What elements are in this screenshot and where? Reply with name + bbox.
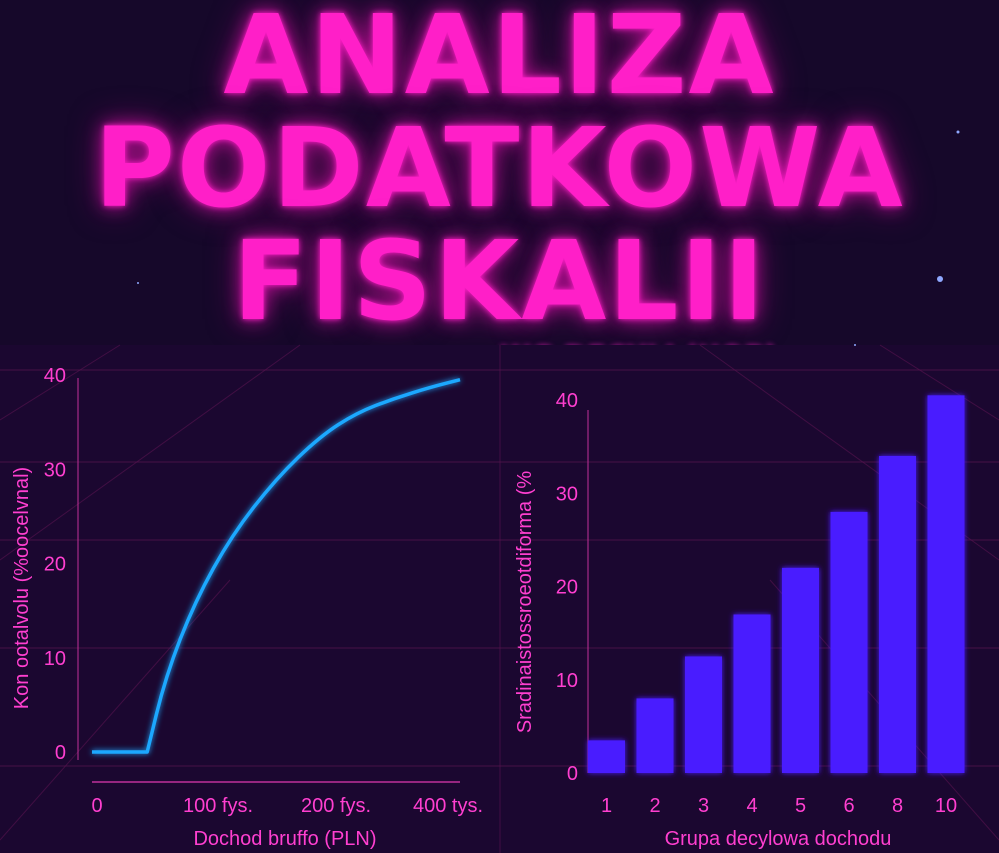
- star-dot: [937, 276, 943, 282]
- bar-chart-bar: [782, 567, 819, 773]
- poster-title-line-3: FISKALII: [232, 217, 767, 345]
- bar-chart-bar: [879, 455, 916, 773]
- bar-chart-bar: [733, 614, 771, 773]
- bar-chart-y-tick-label: 0: [567, 763, 578, 785]
- line-chart-y-tick-label: 20: [44, 554, 66, 576]
- bar-chart-bar: [927, 395, 965, 773]
- bar-chart-bar: [588, 740, 625, 773]
- bar-chart-y-tick-label: 40: [556, 390, 578, 412]
- line-chart-x-tick-label: 100 fys.: [183, 795, 253, 817]
- line-chart-x-tick-label: 0: [91, 795, 102, 817]
- bar-chart-y-tick-label: 10: [556, 670, 578, 692]
- line-chart-y-tick-label: 0: [55, 742, 66, 764]
- line-chart-series-line: [92, 378, 461, 754]
- bar-chart-y-tick-label: 20: [556, 577, 578, 599]
- bar-chart-y-tick-label: 30: [556, 483, 578, 505]
- bar-chart-x-axis-label: Grupa decylowa dochodu: [665, 828, 892, 850]
- grid-perspective-line: [879, 344, 999, 421]
- star-dot: [137, 282, 139, 284]
- line-chart-x-axis-label: Dochod bruffo (PLN): [193, 828, 376, 850]
- bar-chart-bar: [830, 511, 868, 773]
- bar-chart-bar: [636, 698, 674, 773]
- bar-chart-x-tick-label: 6: [843, 795, 854, 817]
- bar-chart-x-tick-label: 5: [795, 795, 806, 817]
- bar-chart-x-tick-label: 1: [601, 795, 612, 817]
- line-chart-y-tick-label: 10: [44, 648, 66, 670]
- line-chart: 0 10 20 30 40 0 100 fys. 200 fys. 400 tys. Docho…: [11, 365, 483, 850]
- bar-chart-x-tick-label: 2: [649, 795, 660, 817]
- bar-chart-x-tick-label: 8: [892, 795, 903, 817]
- poster-title-line-2: PODATKOWA: [94, 104, 905, 232]
- bar-chart-x-tick-label: 4: [746, 795, 757, 817]
- poster-title-line-1: ANALIZA: [223, 0, 776, 119]
- line-chart-y-tick-label: 30: [44, 459, 66, 481]
- line-chart-y-tick-label: 40: [44, 365, 66, 387]
- bar-chart: 0 10 20 30 40 1 2 3 4 5 6 8 10 Grupa decylowa dochod…: [514, 390, 965, 850]
- line-chart-x-tick-label: 200 fys.: [301, 795, 371, 817]
- bar-chart-x-tick-label: 3: [698, 795, 709, 817]
- grid-perspective-line: [0, 344, 301, 561]
- line-chart-y-axis-label: Kon ootalvolu (%oocelvnal): [11, 467, 33, 709]
- star-dot: [854, 344, 856, 346]
- grid-perspective-line: [0, 579, 231, 841]
- bar-chart-bar: [685, 656, 722, 773]
- line-chart-x-tick-label: 400 tys.: [413, 795, 483, 817]
- bar-chart-y-axis-label: Sradinaistossroeotdiforma (%: [514, 471, 536, 734]
- bar-chart-x-tick-label: 10: [935, 795, 957, 817]
- grid-perspective-line: [0, 344, 121, 421]
- star-field: [137, 130, 960, 346]
- star-dot: [956, 130, 960, 134]
